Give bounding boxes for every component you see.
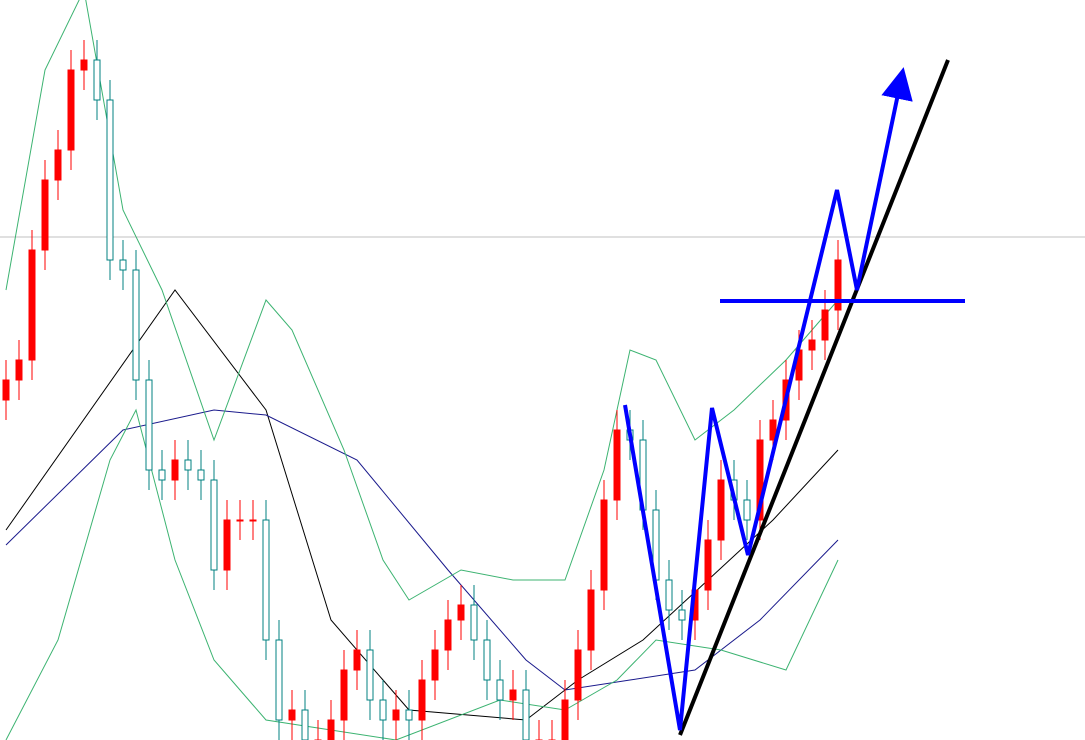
candle-body xyxy=(15,359,23,381)
candle-body xyxy=(522,689,530,740)
candle-body xyxy=(184,459,192,471)
candle-body xyxy=(704,539,712,591)
indicator-line xyxy=(5,409,839,691)
candle-body xyxy=(678,609,686,621)
plot xyxy=(2,0,842,740)
candle-body xyxy=(483,639,491,681)
candle-body xyxy=(80,59,88,71)
candle-body xyxy=(132,269,140,381)
candle-body xyxy=(366,649,374,701)
candle-body xyxy=(288,709,296,721)
indicator-line xyxy=(5,408,839,740)
candle-body xyxy=(262,519,270,641)
trend-line xyxy=(678,59,950,736)
candle-body xyxy=(236,519,244,522)
candle-body xyxy=(600,499,608,591)
candle-body xyxy=(574,649,582,701)
candle-body xyxy=(28,249,36,361)
candle-body xyxy=(834,259,842,311)
candle-body xyxy=(2,379,10,401)
candle-body xyxy=(223,519,231,571)
candle-body xyxy=(509,689,517,701)
candle-body xyxy=(418,679,426,721)
candle-body xyxy=(470,604,478,641)
candle-body xyxy=(496,679,504,701)
candle-body xyxy=(431,649,439,681)
candle-body xyxy=(301,709,309,740)
candle-body xyxy=(353,649,361,671)
candle-body xyxy=(821,309,829,341)
candle-body xyxy=(197,469,205,481)
candle-body xyxy=(457,604,465,621)
zigzag-arrow xyxy=(623,67,913,731)
candle-body xyxy=(54,149,62,181)
candle-body xyxy=(119,259,127,271)
candle-body xyxy=(327,719,335,740)
candle-body xyxy=(756,439,764,521)
candle-body xyxy=(743,499,751,521)
candle-body xyxy=(67,69,75,151)
candle-body xyxy=(379,699,387,721)
candle-body xyxy=(405,709,413,721)
candle-body xyxy=(249,519,257,522)
candle-body xyxy=(587,589,595,651)
candle-body xyxy=(717,479,725,541)
candle-body xyxy=(145,379,153,471)
indicator-line xyxy=(5,0,839,601)
candle-body xyxy=(769,419,777,441)
candle-body xyxy=(106,99,114,261)
candle-body xyxy=(808,339,816,351)
candle-body xyxy=(665,579,673,611)
candle-body xyxy=(171,459,179,481)
candle-body xyxy=(561,699,569,740)
candle-body xyxy=(340,669,348,721)
candle-body xyxy=(93,59,101,101)
candle-body xyxy=(41,179,49,251)
candle-body xyxy=(613,429,621,501)
candle-body xyxy=(392,709,400,721)
candle-body xyxy=(158,469,166,481)
candle-body xyxy=(444,619,452,651)
candle-body xyxy=(210,479,218,571)
candle-body xyxy=(275,639,283,721)
